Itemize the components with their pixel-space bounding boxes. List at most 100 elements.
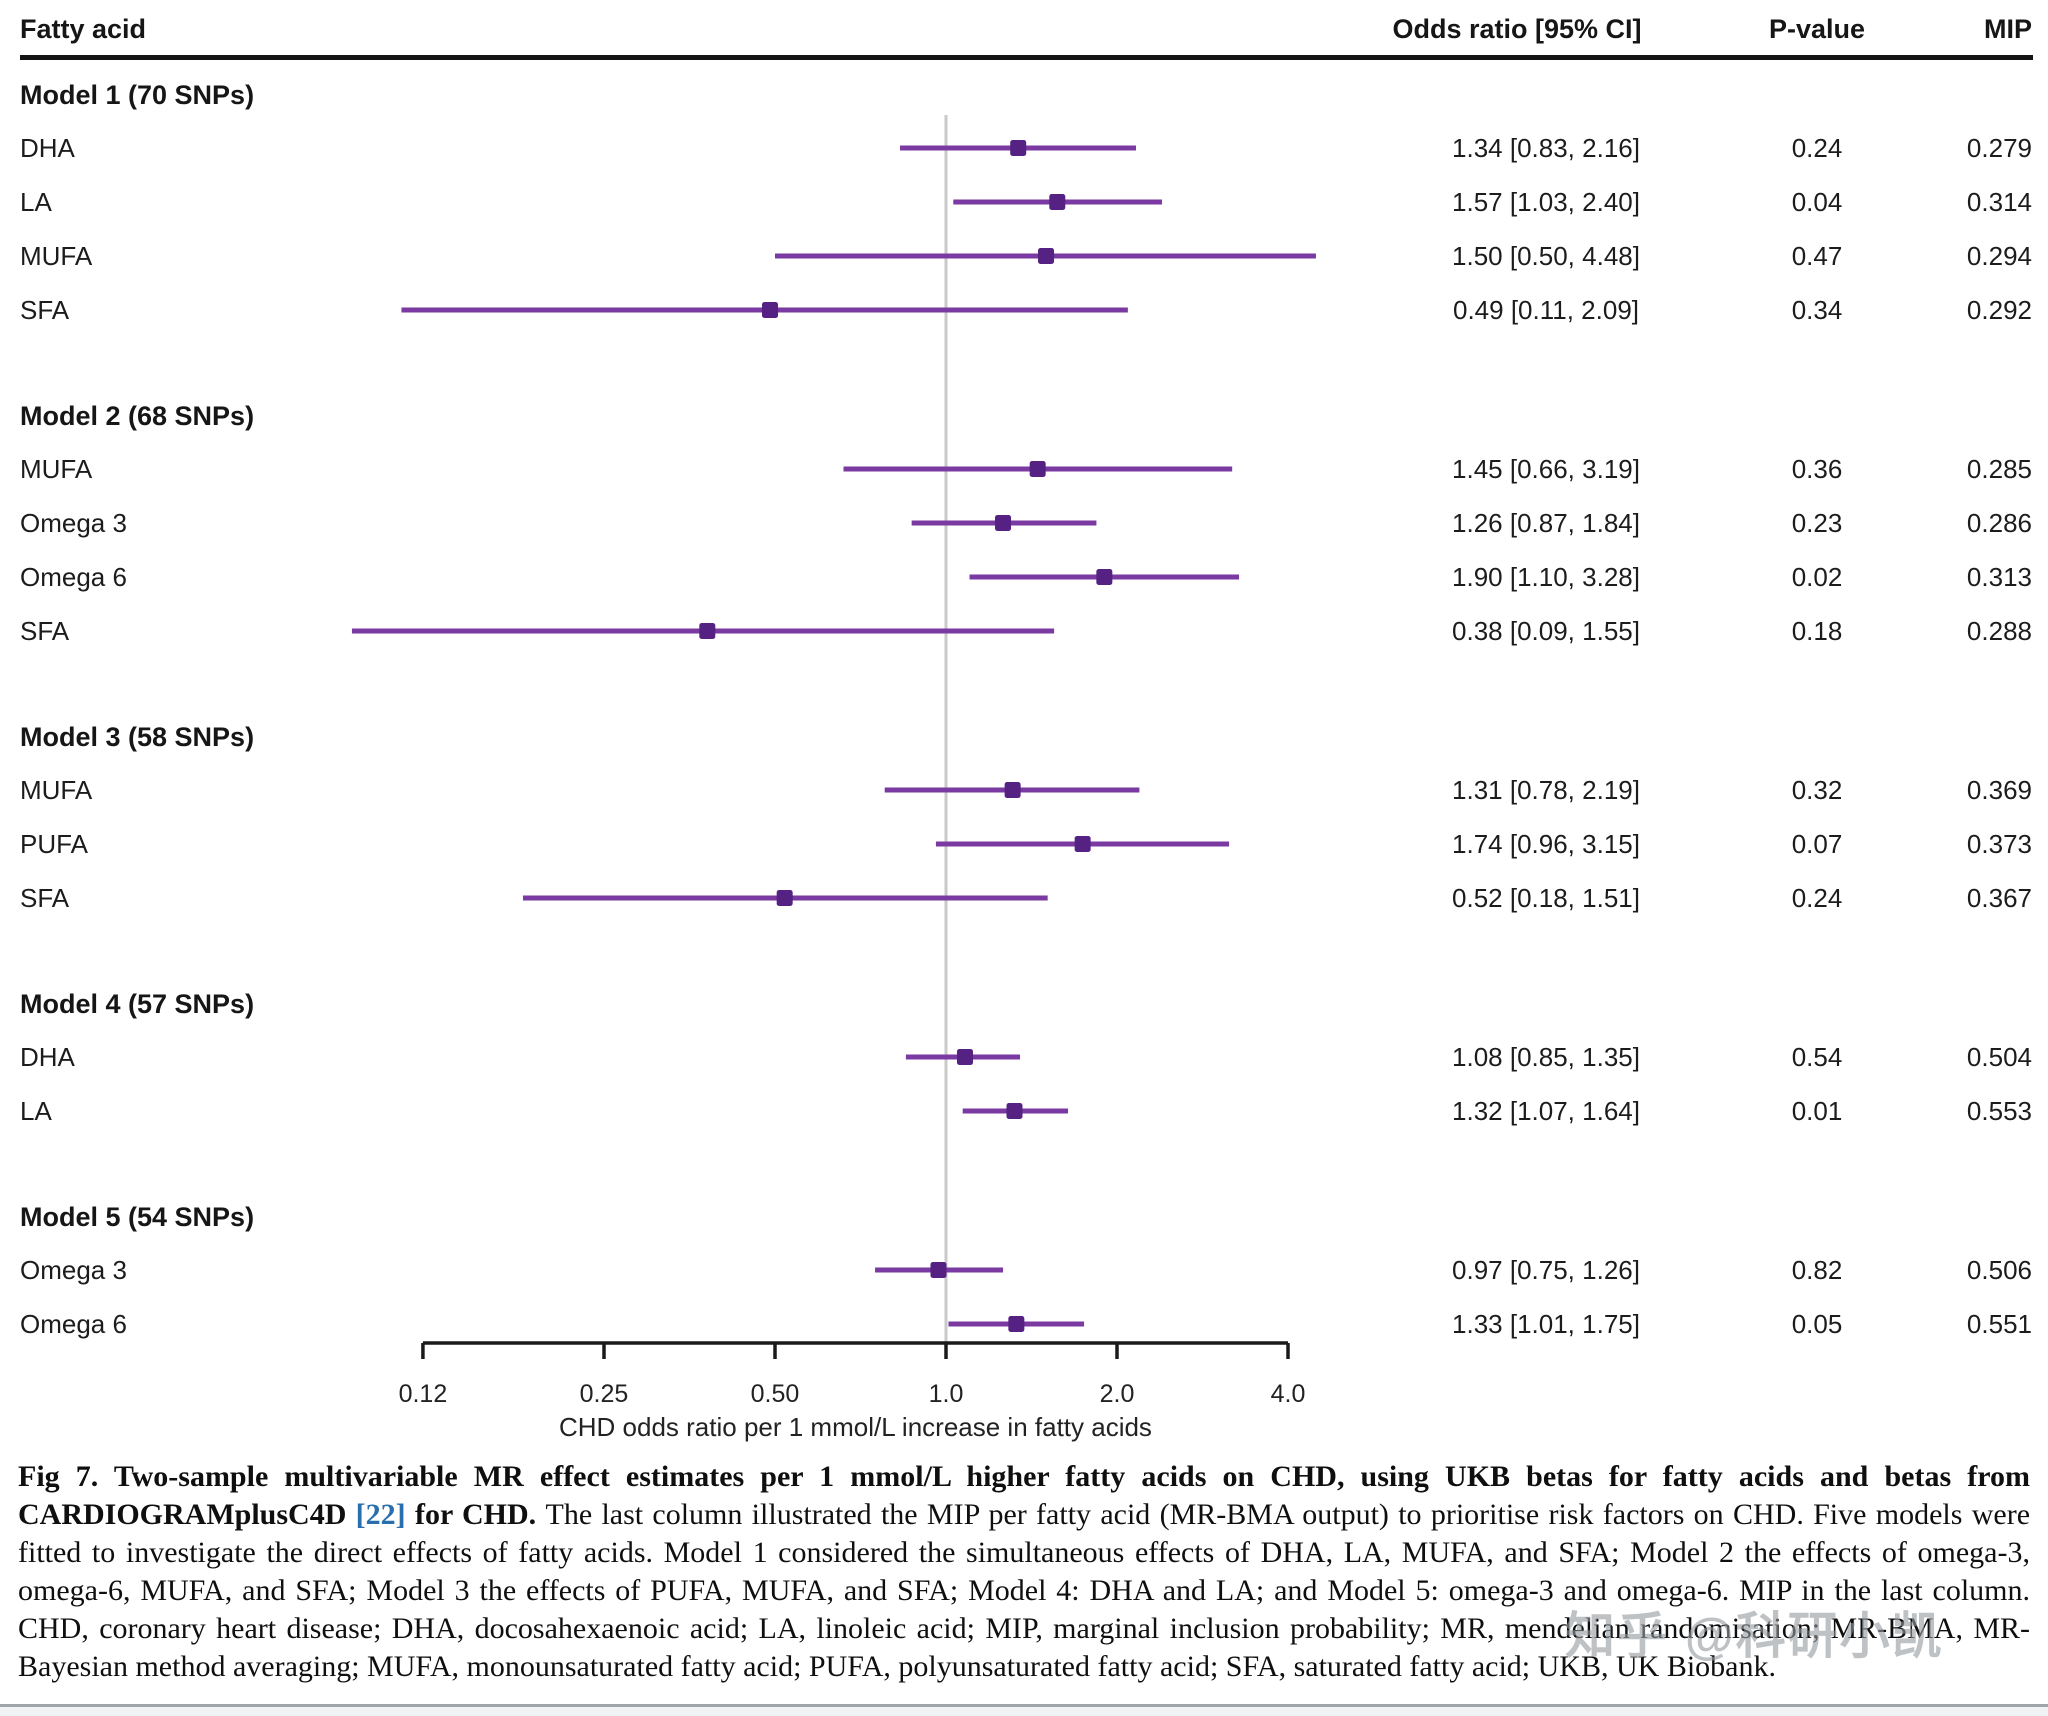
model-header: Model 1 (70 SNPs) xyxy=(20,80,254,110)
x-tick-label: 2.0 xyxy=(1100,1380,1135,1408)
or-ci-value: 0.38 [0.09, 1.55] xyxy=(1452,616,1640,646)
or-marker xyxy=(1029,461,1046,477)
row-label: DHA xyxy=(20,1042,76,1072)
mip-value: 0.279 xyxy=(1967,133,2032,163)
figure-caption: Fig 7. Two-sample multivariable MR effec… xyxy=(18,1458,2030,1686)
header-rule xyxy=(20,55,2033,60)
mip-value: 0.286 xyxy=(1967,508,2032,538)
row-label: Omega 3 xyxy=(20,1255,127,1285)
or-ci-value: 1.33 [1.01, 1.75] xyxy=(1452,1309,1640,1339)
p-value: 0.02 xyxy=(1792,562,1843,592)
or-ci-value: 0.49 [0.11, 2.09] xyxy=(1453,295,1639,325)
p-value: 0.24 xyxy=(1792,883,1843,913)
p-value: 0.47 xyxy=(1792,241,1843,271)
watermark: 知乎 @科研小凯 xyxy=(1565,1608,1944,1664)
or-ci-value: 1.74 [0.96, 3.15] xyxy=(1452,829,1640,859)
mip-value: 0.553 xyxy=(1967,1096,2032,1126)
or-ci-value: 1.90 [1.10, 3.28] xyxy=(1452,562,1640,592)
row-label: Omega 3 xyxy=(20,508,127,538)
row-label: SFA xyxy=(20,883,70,913)
caption-text: The last column illustrated the MIP per … xyxy=(18,1498,2031,1683)
or-marker xyxy=(1006,1103,1023,1119)
or-marker xyxy=(699,623,716,639)
mip-value: 0.285 xyxy=(1967,454,2032,484)
model-header: Model 5 (54 SNPs) xyxy=(20,1202,254,1232)
or-marker xyxy=(995,515,1012,531)
or-marker xyxy=(956,1049,973,1065)
col-header-mip: MIP xyxy=(1983,14,2032,44)
x-tick-label: 0.12 xyxy=(399,1380,448,1408)
or-marker xyxy=(1010,140,1027,156)
or-marker xyxy=(776,890,793,906)
or-ci-value: 1.31 [0.78, 2.19] xyxy=(1452,775,1640,805)
row-label: SFA xyxy=(20,295,70,325)
mip-value: 0.294 xyxy=(1967,241,2032,271)
mip-value: 0.373 xyxy=(1967,829,2032,859)
or-ci-value: 1.26 [0.87, 1.84] xyxy=(1452,508,1640,538)
row-label: LA xyxy=(20,187,52,217)
mip-value: 0.506 xyxy=(1967,1255,2032,1285)
row-label: LA xyxy=(20,1096,52,1126)
p-value: 0.23 xyxy=(1792,508,1843,538)
or-ci-value: 1.34 [0.83, 2.16] xyxy=(1452,133,1640,163)
p-value: 0.54 xyxy=(1792,1042,1843,1072)
p-value: 0.32 xyxy=(1792,775,1843,805)
row-label: Omega 6 xyxy=(20,1309,127,1339)
x-tick-label: 0.25 xyxy=(580,1380,629,1408)
or-ci-value: 1.32 [1.07, 1.64] xyxy=(1452,1096,1640,1126)
or-marker xyxy=(1038,248,1055,264)
p-value: 0.24 xyxy=(1792,133,1843,163)
mip-value: 0.504 xyxy=(1967,1042,2032,1072)
mip-value: 0.367 xyxy=(1967,883,2032,913)
col-header-fatty-acid: Fatty acid xyxy=(20,14,147,44)
or-ci-value: 0.97 [0.75, 1.26] xyxy=(1452,1255,1640,1285)
or-ci-value: 1.57 [1.03, 2.40] xyxy=(1452,187,1640,217)
mip-value: 0.369 xyxy=(1967,775,2032,805)
mip-value: 0.314 xyxy=(1967,187,2032,217)
or-ci-value: 1.08 [0.85, 1.35] xyxy=(1452,1042,1640,1072)
forest-plot-svg: Model 1 (70 SNPs) DHA 1.34 [0.83, 2.16] 0.2… xyxy=(20,80,2032,1442)
mip-value: 0.288 xyxy=(1967,616,2032,646)
caption-text: Fig 7. Two-sample multivariable MR effec… xyxy=(18,1460,2030,1531)
row-label: MUFA xyxy=(20,241,93,271)
or-ci-value: 1.45 [0.66, 3.19] xyxy=(1452,454,1640,484)
p-value: 0.04 xyxy=(1792,187,1843,217)
caption-text: for CHD. xyxy=(405,1498,546,1531)
model-header: Model 4 (57 SNPs) xyxy=(20,989,254,1019)
x-tick-label: 0.50 xyxy=(751,1380,800,1408)
p-value: 0.07 xyxy=(1792,829,1843,859)
or-ci-value: 0.52 [0.18, 1.51] xyxy=(1452,883,1640,913)
mip-value: 0.313 xyxy=(1967,562,2032,592)
col-header-odds-ratio: Odds ratio [95% CI] xyxy=(1392,14,1642,44)
or-marker xyxy=(1074,836,1091,852)
p-value: 0.82 xyxy=(1792,1255,1843,1285)
x-tick-label: 4.0 xyxy=(1271,1380,1306,1408)
or-marker xyxy=(762,302,779,318)
p-value: 0.36 xyxy=(1792,454,1843,484)
mip-value: 0.292 xyxy=(1967,295,2032,325)
or-ci-value: 1.50 [0.50, 4.48] xyxy=(1452,241,1640,271)
citation-link-22[interactable]: [22] xyxy=(355,1498,406,1531)
or-marker xyxy=(930,1262,947,1278)
mip-value: 0.551 xyxy=(1967,1309,2032,1339)
row-label: Omega 6 xyxy=(20,562,127,592)
p-value: 0.34 xyxy=(1792,295,1843,325)
p-value: 0.05 xyxy=(1792,1309,1843,1339)
row-label: PUFA xyxy=(20,829,89,859)
x-axis-title: CHD odds ratio per 1 mmol/L increase in … xyxy=(559,1412,1152,1442)
model-header: Model 2 (68 SNPs) xyxy=(20,401,254,431)
model-header: Model 3 (58 SNPs) xyxy=(20,722,254,752)
or-marker xyxy=(1008,1316,1025,1332)
or-marker xyxy=(1096,569,1113,585)
row-label: MUFA xyxy=(20,775,93,805)
row-label: DHA xyxy=(20,133,76,163)
or-marker xyxy=(1049,194,1066,210)
bottom-rule xyxy=(0,1704,2048,1707)
p-value: 0.18 xyxy=(1792,616,1843,646)
col-header-p-value: P-value xyxy=(1768,14,1866,44)
row-label: SFA xyxy=(20,616,70,646)
bottom-band xyxy=(0,1707,2048,1716)
or-marker xyxy=(1004,782,1021,798)
row-label: MUFA xyxy=(20,454,93,484)
